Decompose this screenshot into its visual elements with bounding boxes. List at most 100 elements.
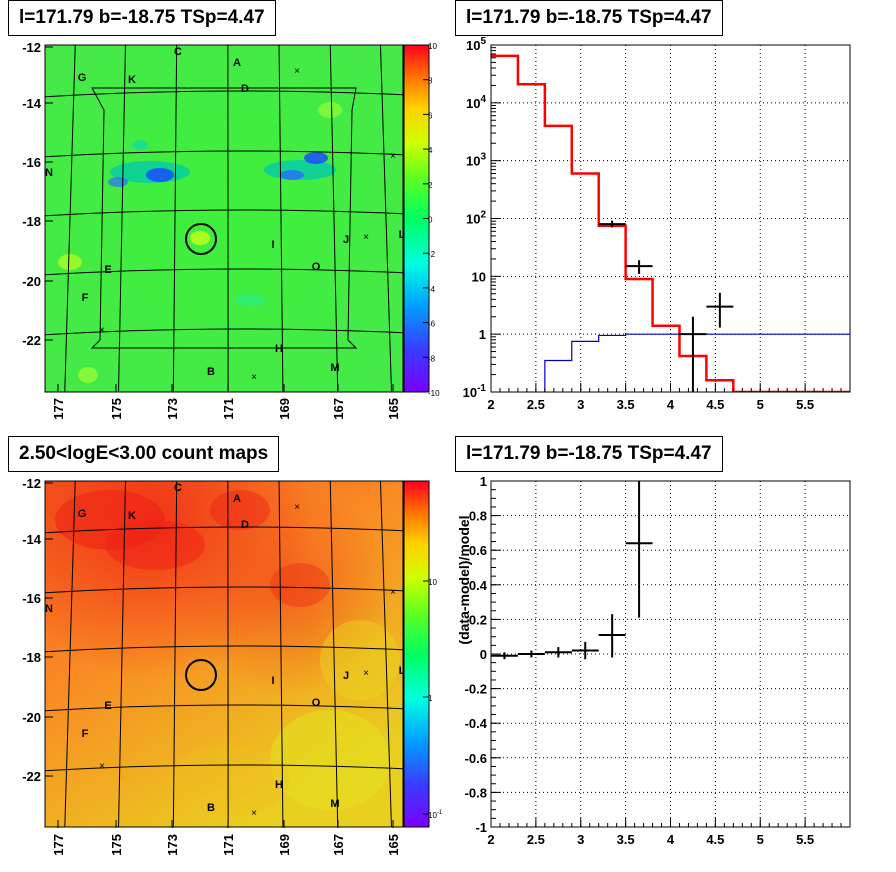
source-label: C bbox=[174, 482, 182, 494]
grid-longitude-line bbox=[172, 45, 178, 392]
y-tick-label: -0.8 bbox=[465, 785, 487, 800]
map-background bbox=[45, 45, 403, 392]
colorbar-tick-label: 8 bbox=[428, 77, 433, 86]
colorbar-tick-label: -4 bbox=[428, 285, 436, 294]
y-tick-label: 0.2 bbox=[469, 612, 487, 627]
source-label: H bbox=[275, 343, 283, 355]
y-tick-label: -14 bbox=[22, 532, 42, 547]
map-axes: -12 -14 -16 -18 -20 -22 177 175 173 171 169 167 165 bbox=[22, 40, 401, 420]
x-tick-label: 2.5 bbox=[527, 397, 545, 412]
x-tick-label: 171 bbox=[221, 834, 236, 856]
source-label: I bbox=[271, 239, 274, 251]
colorbar-tick-label: -8 bbox=[428, 354, 436, 363]
y-tick-label: -12 bbox=[22, 40, 41, 55]
grid-latitude-line bbox=[45, 328, 403, 336]
source-labels: A B C D E F G H I J K L M N O × × × × × bbox=[45, 482, 406, 819]
source-label: L bbox=[399, 665, 406, 677]
source-label: D bbox=[241, 519, 249, 531]
y-tick-label: 0.6 bbox=[469, 543, 487, 558]
colorbar-tick-label: 6 bbox=[428, 111, 433, 120]
source-label: O bbox=[312, 261, 321, 273]
source-cross-marker: × bbox=[99, 325, 105, 336]
source-label: B bbox=[207, 366, 215, 378]
source-label: M bbox=[330, 362, 339, 374]
y-tick-label: 105 bbox=[466, 36, 486, 53]
map-structures bbox=[58, 102, 342, 383]
residual-plot: 2 2.5 3 3.5 4 4.5 5 5.5 -1 -0.8 -0.6 -0.4 -0.2 0 0.2 0.… bbox=[456, 474, 851, 847]
plot-series bbox=[491, 54, 850, 392]
source-cross-marker: × bbox=[99, 761, 105, 772]
colorbar-tick-label: 4 bbox=[428, 146, 433, 155]
source-label: A bbox=[233, 57, 241, 69]
y-tick-label: 1 bbox=[480, 474, 487, 489]
source-cross-marker: × bbox=[390, 151, 396, 162]
colorbar bbox=[403, 480, 430, 828]
colorbar-tick-label: -10 bbox=[428, 389, 440, 398]
source-cross-marker: × bbox=[251, 808, 257, 819]
source-label: N bbox=[45, 603, 53, 615]
grid-latitude-line bbox=[45, 586, 403, 594]
grid-longitude-line bbox=[278, 481, 284, 827]
colorbar-tick-label: 10-1 bbox=[428, 810, 443, 820]
x-tick-label: 173 bbox=[165, 398, 180, 420]
colorbar-tick-label: 10 bbox=[428, 42, 437, 51]
source-labels: A B C D E F G H I J K L M N O × × × × × bbox=[45, 46, 406, 383]
source-label: F bbox=[82, 728, 89, 740]
x-tick-label: 167 bbox=[331, 834, 346, 856]
grid-latitude-line bbox=[45, 268, 403, 276]
y-tick-label: -18 bbox=[22, 214, 41, 229]
source-label: M bbox=[330, 798, 339, 810]
coordinate-grid bbox=[45, 481, 403, 827]
y-tick-label: -20 bbox=[22, 274, 41, 289]
y-tick-label: 10 bbox=[472, 269, 486, 284]
x-tick-label: 173 bbox=[165, 834, 180, 856]
plot-axes: 2 2.5 3 3.5 4 4.5 5 5.5 10-1 1 10 102 103 104 105 bbox=[463, 36, 851, 412]
colorbar-tick-label: 2 bbox=[428, 181, 433, 190]
grid-longitude-line bbox=[379, 481, 392, 827]
y-tick-label: 0.4 bbox=[469, 578, 488, 593]
map-structures bbox=[45, 481, 403, 827]
grid-longitude-line bbox=[118, 45, 126, 392]
source-circle bbox=[185, 223, 217, 255]
source-label: A bbox=[233, 493, 241, 505]
y-tick-label: -16 bbox=[22, 591, 41, 606]
y-tick-label: 102 bbox=[466, 210, 486, 227]
colorbar-ticks: 10 8 6 4 2 0 -2 -4 -6 -8 -10 bbox=[423, 42, 440, 398]
source-label: D bbox=[241, 83, 249, 95]
grid-longitude-line bbox=[118, 481, 126, 827]
grid-latitude-line bbox=[45, 90, 403, 98]
source-circle bbox=[185, 659, 217, 691]
source-label: N bbox=[45, 167, 53, 179]
x-tick-label: 5 bbox=[757, 397, 764, 412]
y-tick-label: -22 bbox=[22, 769, 41, 784]
source-label: K bbox=[128, 74, 136, 86]
title-bottom-left: 2.50<logE<3.00 count maps bbox=[8, 436, 280, 472]
y-tick-label: -12 bbox=[22, 476, 41, 491]
y-tick-label: 10-1 bbox=[463, 383, 487, 400]
source-cross-marker: × bbox=[294, 66, 300, 77]
x-tick-label: 177 bbox=[51, 398, 66, 420]
source-label: E bbox=[104, 700, 111, 712]
source-cross-marker: × bbox=[390, 587, 396, 598]
y-tick-label: -0.6 bbox=[465, 751, 487, 766]
source-label: J bbox=[343, 670, 349, 682]
grid-longitude-line bbox=[278, 45, 284, 392]
x-tick-label: 5 bbox=[757, 832, 764, 847]
plot-axes: 2 2.5 3 3.5 4 4.5 5 5.5 -1 -0.8 -0.6 -0.4 -0.2 0 0.2 0.… bbox=[465, 474, 851, 847]
plot-series bbox=[491, 481, 653, 660]
x-tick-label: 3.5 bbox=[617, 397, 635, 412]
y-tick-label: -0.4 bbox=[465, 716, 488, 731]
map-frame bbox=[44, 44, 404, 393]
x-tick-label: 171 bbox=[221, 398, 236, 420]
y-tick-label: 104 bbox=[466, 94, 486, 111]
title-top-left: l=171.79 b=-18.75 TSp=4.47 bbox=[8, 0, 276, 36]
x-tick-label: 165 bbox=[386, 834, 401, 856]
spectrum-component-line bbox=[544, 333, 850, 392]
source-label: L bbox=[399, 229, 406, 241]
x-tick-label: 4.5 bbox=[706, 832, 724, 847]
source-label: O bbox=[312, 697, 321, 709]
x-tick-label: 4.5 bbox=[706, 397, 724, 412]
source-cross-marker: × bbox=[363, 232, 369, 243]
